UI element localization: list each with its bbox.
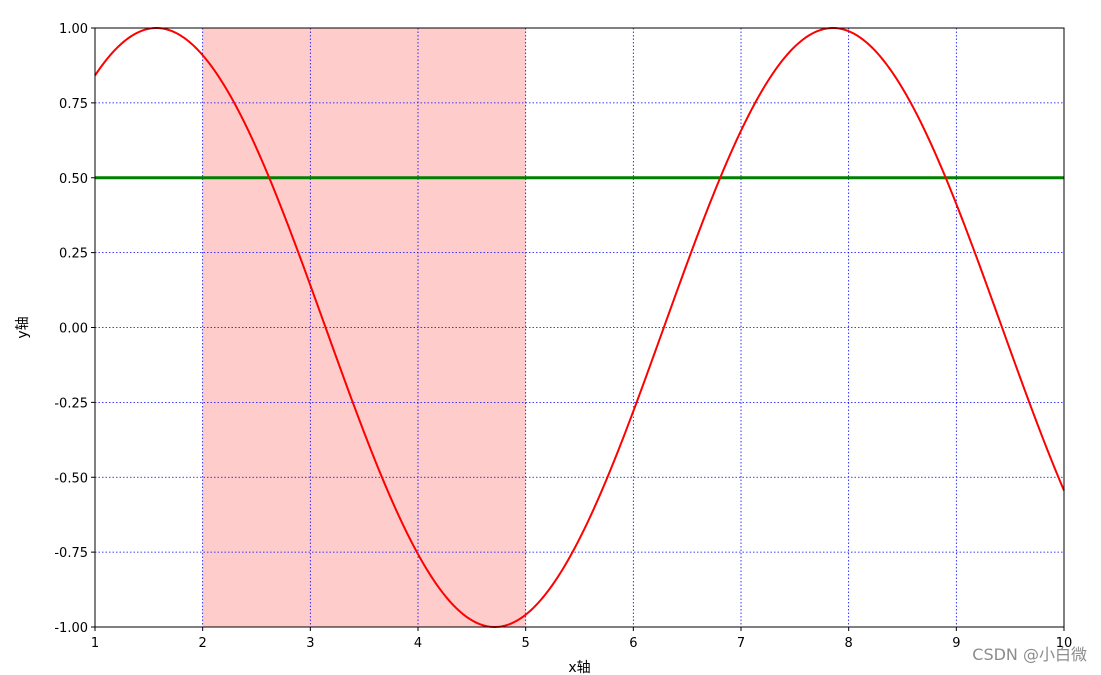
y-tick-label: 0.75 <box>59 97 88 112</box>
x-tick-label: 9 <box>952 636 960 651</box>
tick-layer: 1 2 3 4 5 6 7 8 9 10 1.00 0.75 0.50 0.25 0.00 -0.25 -0.5… <box>54 22 1072 651</box>
x-tick-label: 6 <box>629 636 637 651</box>
x-axis-label: x轴 <box>568 660 590 675</box>
y-tick-label: -1.00 <box>54 621 88 636</box>
series-line <box>94 27 1065 629</box>
x-tick-label: 2 <box>199 636 207 651</box>
x-tick-label: 5 <box>522 636 530 651</box>
x-tick-label: 10 <box>1056 636 1073 651</box>
y-tick-label: -0.75 <box>54 546 88 561</box>
y-tick-label: -0.50 <box>54 471 88 486</box>
y-tick-label: 1.00 <box>59 22 88 37</box>
y-tick-label: -0.25 <box>54 396 88 411</box>
watermark: CSDN @小白微 <box>972 645 1087 664</box>
series-layer <box>94 27 1065 629</box>
x-tick-label: 8 <box>845 636 853 651</box>
x-tick-label: 7 <box>737 636 745 651</box>
x-tick-label: 4 <box>414 636 422 651</box>
y-tick-label: 0.25 <box>59 247 88 262</box>
y-tick-label: 0.00 <box>59 322 88 337</box>
x-tick-label: 3 <box>306 636 314 651</box>
y-axis-label: y轴 <box>15 316 31 338</box>
x-tick-label: 1 <box>91 636 99 651</box>
y-tick-label: 0.50 <box>59 172 88 187</box>
